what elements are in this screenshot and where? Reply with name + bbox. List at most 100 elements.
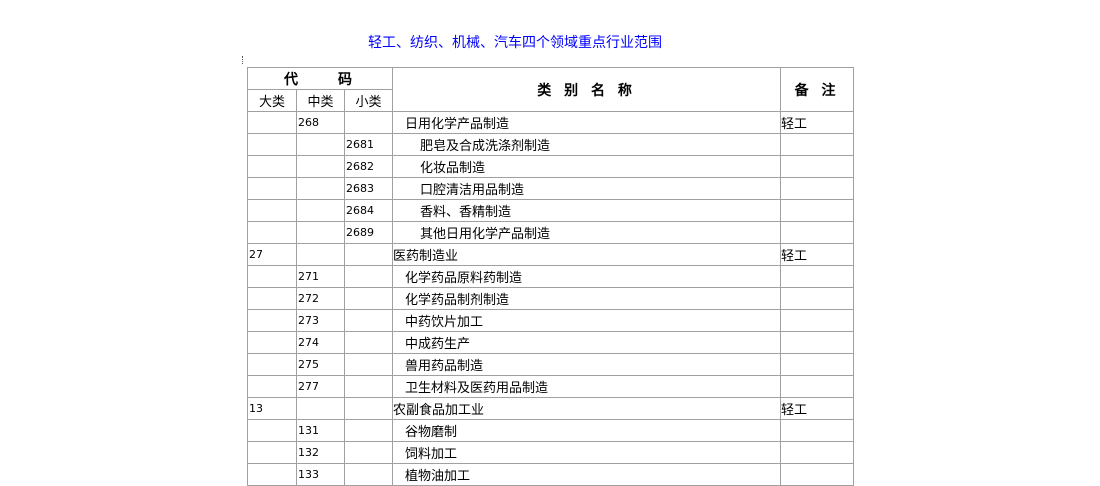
medium-code-cell: 133	[296, 463, 345, 486]
medium-code-cell	[296, 397, 345, 420]
major-code-cell: 13	[247, 397, 297, 420]
table-row: 133 植物油加工	[247, 463, 855, 486]
note-cell: 轻工	[780, 111, 855, 134]
header-note: 备 注	[780, 67, 855, 112]
major-code-cell	[247, 331, 297, 354]
category-name-cell: 化妆品制造	[392, 155, 782, 178]
note-cell	[780, 221, 855, 244]
header-code: 代 码	[246, 67, 394, 90]
header-major: 大类	[247, 89, 297, 112]
medium-code-cell	[296, 199, 345, 222]
minor-code-cell	[343, 441, 394, 464]
note-cell	[780, 265, 855, 288]
major-code-cell	[247, 287, 297, 310]
page-title: 轻工、纺织、机械、汽车四个领域重点行业范围	[368, 35, 662, 51]
note-cell: 轻工	[780, 243, 855, 266]
minor-code-cell: 2684	[343, 199, 394, 222]
note-cell	[780, 419, 855, 442]
table-row: 277 卫生材料及医药用品制造	[247, 375, 855, 398]
table-row: 2684 香料、香精制造	[247, 199, 855, 222]
note-cell	[780, 199, 855, 222]
table-row: 2683 口腔清洁用品制造	[247, 177, 855, 200]
minor-code-cell	[343, 375, 394, 398]
minor-code-cell	[343, 419, 394, 442]
major-code-cell	[247, 199, 297, 222]
medium-code-cell: 268	[296, 111, 345, 134]
minor-code-cell	[343, 309, 394, 332]
header-medium: 中类	[296, 89, 345, 112]
category-name-cell: 肥皂及合成洗涤剂制造	[392, 133, 782, 156]
minor-code-cell: 2682	[343, 155, 394, 178]
header-minor: 小类	[343, 89, 394, 112]
major-code-cell	[247, 309, 297, 332]
minor-code-cell: 2689	[343, 221, 394, 244]
industry-table: 代 码 类 别 名 称 备 注 大类 中类 小类 268 日用化学产品制造 轻工 26…	[246, 67, 855, 486]
note-cell	[780, 331, 855, 354]
table-row: 2689 其他日用化学产品制造	[247, 221, 855, 244]
note-cell	[780, 177, 855, 200]
major-code-cell	[247, 463, 297, 486]
category-name-cell: 中药饮片加工	[392, 309, 782, 332]
major-code-cell	[247, 155, 297, 178]
minor-code-cell	[343, 243, 394, 266]
medium-code-cell	[296, 155, 345, 178]
category-name-cell: 中成药生产	[392, 331, 782, 354]
minor-code-cell	[343, 331, 394, 354]
minor-code-cell	[343, 397, 394, 420]
table-row: 2682 化妆品制造	[247, 155, 855, 178]
table-row: 273 中药饮片加工	[247, 309, 855, 332]
table-row: 272 化学药品制剂制造	[247, 287, 855, 310]
minor-code-cell: 2681	[343, 133, 394, 156]
table-row: 27 医药制造业 轻工	[247, 243, 855, 266]
minor-code-cell: 2683	[343, 177, 394, 200]
category-name-cell: 口腔清洁用品制造	[392, 177, 782, 200]
category-name-cell: 饲料加工	[392, 441, 782, 464]
note-cell	[780, 353, 855, 376]
medium-code-cell	[296, 243, 345, 266]
medium-code-cell	[296, 133, 345, 156]
category-name-cell: 兽用药品制造	[392, 353, 782, 376]
major-code-cell	[247, 265, 297, 288]
note-cell: 轻工	[780, 397, 855, 420]
medium-code-cell	[296, 221, 345, 244]
minor-code-cell	[343, 353, 394, 376]
note-cell	[780, 155, 855, 178]
major-code-cell	[247, 133, 297, 156]
note-cell	[780, 441, 855, 464]
minor-code-cell	[343, 287, 394, 310]
major-code-cell	[247, 441, 297, 464]
table-row: 131 谷物磨制	[247, 419, 855, 442]
table-row: 271 化学药品原料药制造	[247, 265, 855, 288]
major-code-cell	[247, 375, 297, 398]
medium-code-cell: 274	[296, 331, 345, 354]
table-anchor-marker	[242, 56, 246, 64]
header-name: 类 别 名 称	[392, 67, 782, 112]
category-name-cell: 日用化学产品制造	[392, 111, 782, 134]
major-code-cell	[247, 111, 297, 134]
category-name-cell: 农副食品加工业	[392, 397, 782, 420]
major-code-cell	[247, 353, 297, 376]
major-code-cell: 27	[247, 243, 297, 266]
minor-code-cell	[343, 111, 394, 134]
minor-code-cell	[343, 463, 394, 486]
note-cell	[780, 287, 855, 310]
medium-code-cell	[296, 177, 345, 200]
medium-code-cell: 131	[296, 419, 345, 442]
medium-code-cell: 273	[296, 309, 345, 332]
category-name-cell: 医药制造业	[392, 243, 782, 266]
note-cell	[780, 133, 855, 156]
category-name-cell: 化学药品原料药制造	[392, 265, 782, 288]
table-row: 13 农副食品加工业 轻工	[247, 397, 855, 420]
category-name-cell: 卫生材料及医药用品制造	[392, 375, 782, 398]
note-cell	[780, 375, 855, 398]
table-row: 2681 肥皂及合成洗涤剂制造	[247, 133, 855, 156]
category-name-cell: 其他日用化学产品制造	[392, 221, 782, 244]
table-row: 132 饲料加工	[247, 441, 855, 464]
table-row: 268 日用化学产品制造 轻工	[247, 111, 855, 134]
medium-code-cell: 132	[296, 441, 345, 464]
table-row: 274 中成药生产	[247, 331, 855, 354]
category-name-cell: 香料、香精制造	[392, 199, 782, 222]
medium-code-cell: 275	[296, 353, 345, 376]
header-row-1: 代 码 类 别 名 称 备 注	[246, 67, 855, 112]
minor-code-cell	[343, 265, 394, 288]
